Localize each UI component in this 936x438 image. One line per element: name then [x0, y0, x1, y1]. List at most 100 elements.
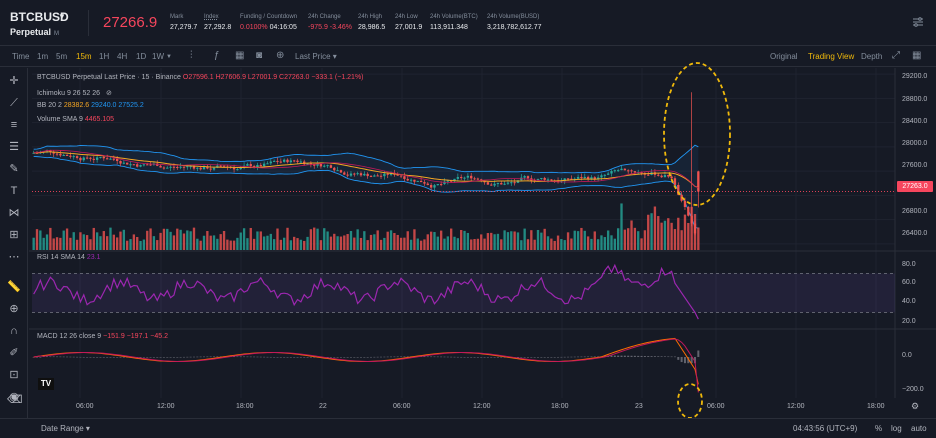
last-price-selector[interactable]: Last Price ▾ [295, 52, 337, 61]
clock[interactable]: 04:43:56 (UTC+9) [793, 424, 858, 433]
candle-body [262, 163, 266, 167]
stat-24h-high: 24h High 28,986.5 [358, 14, 385, 31]
camera-icon[interactable]: ◙ [256, 50, 263, 61]
chart-type-icon[interactable]: ⫶ [190, 50, 193, 61]
candle-body [289, 160, 293, 163]
candle-body [606, 173, 610, 175]
candle-body [166, 167, 169, 169]
price-tick: 28400.0 [902, 118, 928, 125]
volume-bar [69, 237, 72, 250]
bb-legend: BB 20 2 28382.6 29240.0 27525.2 [37, 102, 144, 109]
macd-histogram-bar [557, 356, 560, 358]
candle-body [409, 179, 413, 181]
lock-icon[interactable]: ⊡ [9, 369, 19, 381]
volume-bar [416, 238, 419, 250]
date-range-button[interactable]: Date Range ▾ [41, 424, 90, 433]
forecast-icon[interactable]: ⋯ [8, 251, 20, 263]
indicators-icon[interactable]: ƒ [214, 50, 220, 61]
eye-icon[interactable]: ◉ [9, 391, 19, 403]
volume-bar [560, 239, 563, 250]
stat-24h-volume-btc: 24h Volume(BTC) 113,911.348 [430, 14, 478, 31]
trash-icon[interactable]: ⌫ [7, 394, 23, 406]
interval-5m[interactable]: 5m [56, 52, 68, 61]
macd-histogram-bar [156, 357, 159, 358]
add-icon[interactable]: ⊕ [276, 50, 285, 61]
brush-icon[interactable]: ✎ [9, 163, 19, 175]
layout-icon[interactable]: ▦ [235, 50, 245, 61]
last-price-label[interactable]: Last Price [295, 52, 331, 61]
bb-lower-line [33, 155, 699, 229]
interval-4h[interactable]: 4H [117, 52, 128, 61]
settings-sliders-icon[interactable] [912, 16, 924, 28]
macd-histogram-bar [373, 356, 376, 358]
funding-rate: 0.0100% [240, 24, 268, 31]
macd-tick: 0.0 [902, 352, 912, 359]
axis-settings-icon[interactable]: ⚙ [911, 401, 920, 411]
zoom-in-icon[interactable]: ⊕ [9, 303, 19, 315]
volume-bar [480, 234, 483, 250]
macd-histogram-bar [463, 357, 466, 358]
volume-bar [426, 234, 429, 250]
caret-down-icon[interactable]: ▼ [58, 12, 66, 21]
candle-body [516, 180, 520, 183]
chart-canvas[interactable] [0, 0, 936, 418]
macd-label: MACD 12 26 close 9 [37, 333, 102, 340]
candle-body [413, 179, 416, 182]
horizontal-lines-icon[interactable]: ≡ [10, 119, 18, 131]
lock-drawing-icon[interactable]: ✐ [9, 347, 19, 359]
candle-body [630, 170, 633, 172]
candle-body [496, 183, 500, 185]
auto-toggle[interactable]: auto [911, 424, 927, 433]
macd-histogram-bar [400, 356, 403, 358]
volume-bar [383, 237, 386, 250]
text-tool-icon[interactable]: T [10, 185, 18, 197]
magnet-icon[interactable]: ∩ [10, 325, 18, 337]
interval-1h[interactable]: 1H [99, 52, 110, 61]
symbol-selector[interactable]: BTCBUSD [10, 10, 69, 24]
percent-toggle[interactable]: % [875, 424, 883, 433]
macd-histogram-bar [383, 356, 386, 358]
volume-bar [530, 230, 533, 250]
macd-histogram-bar [567, 356, 570, 358]
expand-icon[interactable]: ⤢ [892, 50, 900, 61]
interval-1d[interactable]: 1D [136, 52, 147, 61]
volume-bar [296, 238, 299, 250]
macd-histogram-bar [293, 357, 296, 358]
header-divider [88, 10, 89, 36]
date-range-label[interactable]: Date Range [41, 424, 84, 433]
macd-histogram-bar [46, 356, 49, 358]
volume-bar [546, 236, 550, 250]
crosshair-icon[interactable]: ✛ [9, 75, 19, 87]
chevron-down-icon[interactable]: ▼ [166, 54, 172, 60]
eye-off-icon[interactable]: ⊘ [106, 90, 112, 97]
log-toggle[interactable]: log [891, 424, 902, 433]
candle-body [526, 176, 530, 179]
stat-index[interactable]: Index 27,292.8 [204, 14, 231, 31]
macd-histogram-bar [172, 357, 175, 358]
rsi-line [33, 263, 699, 320]
symbol-name[interactable]: BTCBUSD [10, 10, 69, 24]
time-tick: 18:00 [551, 403, 569, 410]
ruler-icon[interactable]: 📏 [7, 281, 21, 293]
view-trading-view[interactable]: Trading View [808, 52, 855, 61]
bb-upper: 29240.0 [91, 102, 117, 109]
candle-body [593, 177, 596, 180]
volume-bar [466, 232, 470, 250]
grid-icon[interactable]: ▦ [912, 50, 922, 61]
volume-bar [156, 240, 159, 250]
volume-bar [516, 232, 520, 250]
candle-body [192, 166, 196, 169]
macd-histogram-bar [560, 356, 563, 358]
interval-1m[interactable]: 1m [37, 52, 49, 61]
candle-body [186, 166, 189, 168]
measure-icon[interactable]: ⊞ [9, 229, 19, 241]
candle-body [105, 158, 109, 160]
interval-15m[interactable]: 15m [76, 52, 92, 61]
trend-line-icon[interactable]: ⟋ [10, 97, 18, 109]
fib-icon[interactable]: ☰ [9, 141, 19, 153]
stat-label[interactable]: Index [204, 14, 219, 20]
interval-1w[interactable]: 1W [152, 52, 164, 61]
pattern-icon[interactable]: ⋈ [8, 207, 20, 219]
view-depth[interactable]: Depth [861, 52, 883, 61]
view-original[interactable]: Original [770, 52, 798, 61]
